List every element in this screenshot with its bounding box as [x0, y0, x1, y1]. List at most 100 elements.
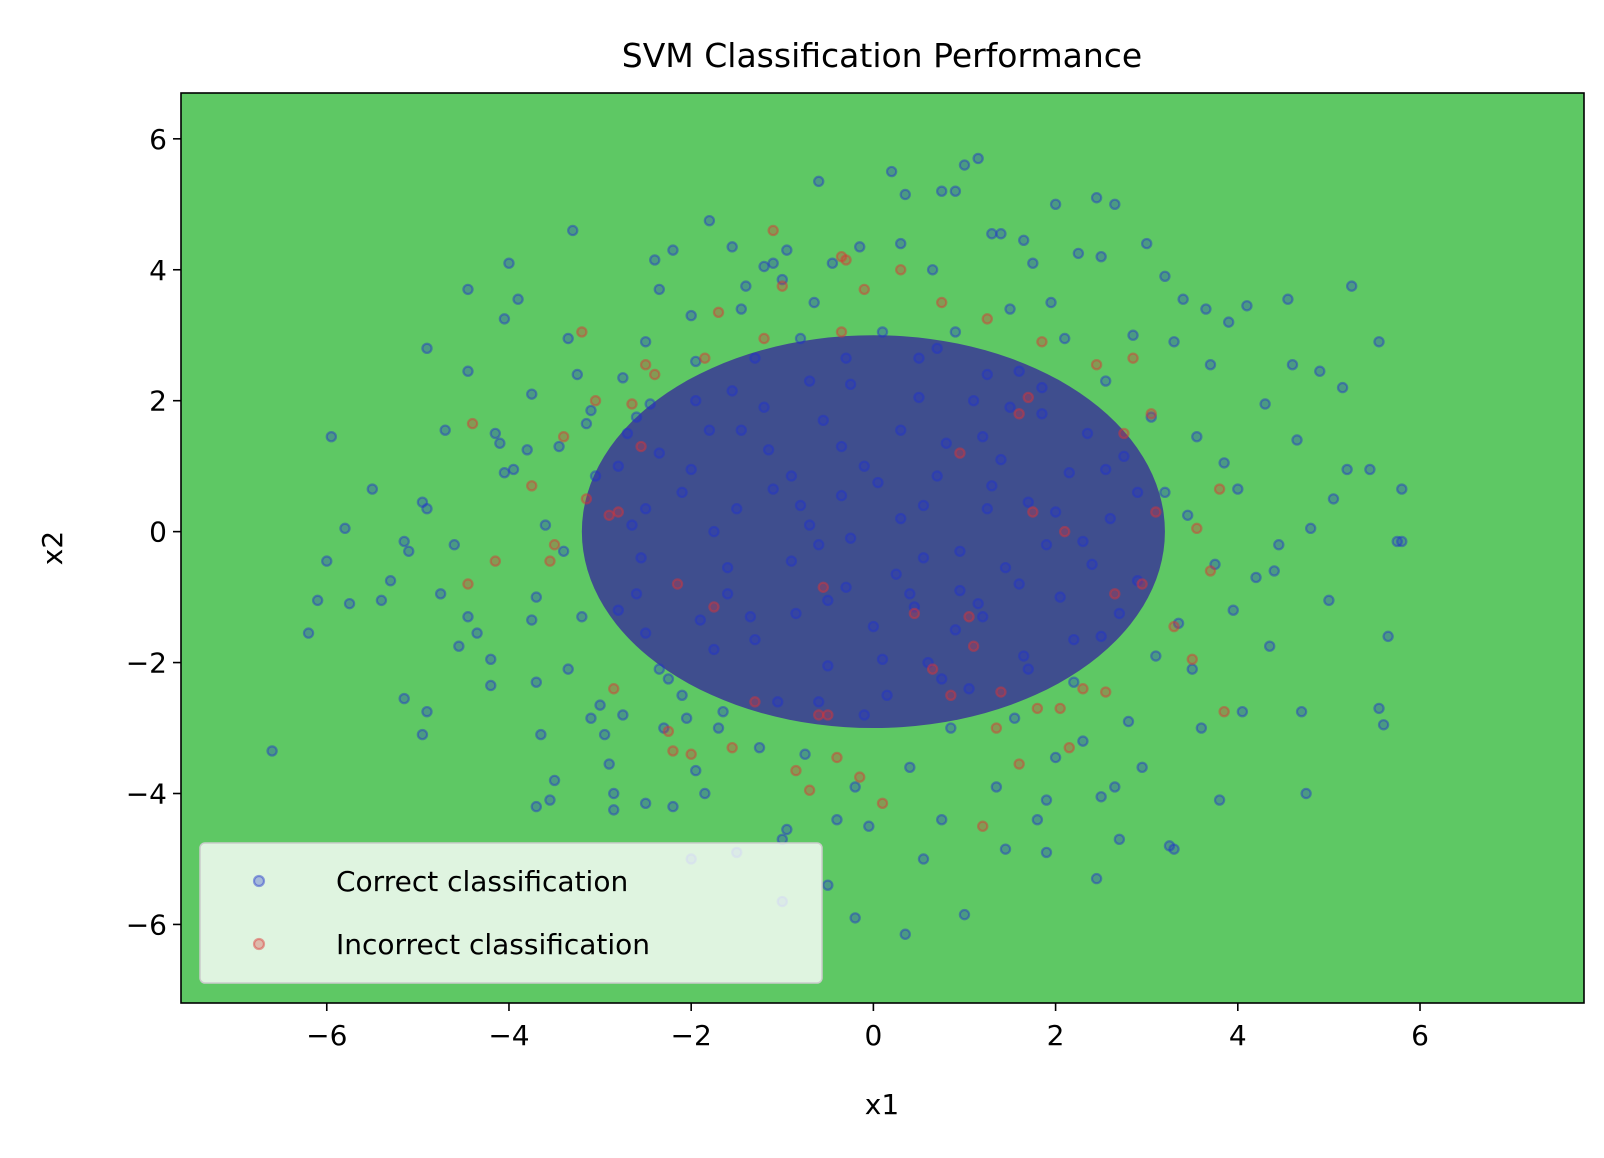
legend-marker-incorrect	[252, 937, 266, 951]
incorrect-point	[1136, 578, 1148, 590]
incorrect-point	[835, 326, 848, 338]
correct-point	[302, 627, 315, 639]
correct-point	[1200, 303, 1212, 315]
correct-point	[762, 444, 775, 456]
incorrect-point	[649, 368, 661, 381]
correct-point	[840, 352, 852, 364]
correct-point	[421, 342, 433, 355]
correct-point	[639, 336, 652, 348]
incorrect-point	[639, 358, 652, 371]
incorrect-point	[466, 417, 479, 430]
correct-point	[1168, 843, 1180, 855]
correct-point	[311, 594, 324, 607]
correct-point	[931, 470, 943, 482]
correct-point	[630, 411, 643, 423]
correct-point	[799, 748, 811, 760]
correct-point	[703, 424, 716, 436]
incorrect-point	[954, 447, 966, 459]
correct-point	[794, 332, 807, 345]
incorrect-point	[667, 745, 679, 757]
correct-point	[840, 581, 852, 593]
incorrect-point	[977, 820, 989, 832]
incorrect-point	[1059, 525, 1071, 538]
correct-point	[398, 535, 410, 548]
correct-point	[576, 611, 588, 623]
correct-point	[1013, 578, 1025, 590]
incorrect-point	[835, 250, 848, 263]
correct-point	[917, 552, 930, 564]
correct-point	[858, 460, 870, 472]
correct-point	[813, 175, 825, 188]
correct-point	[562, 663, 574, 675]
correct-point	[630, 588, 643, 600]
correct-point	[826, 257, 839, 269]
correct-point	[325, 431, 338, 443]
correct-point	[972, 597, 984, 610]
correct-point	[913, 352, 925, 364]
incorrect-point	[926, 663, 939, 675]
correct-point	[895, 424, 907, 436]
incorrect-point	[635, 440, 647, 453]
correct-point	[617, 372, 629, 384]
y-tick-label: −6	[126, 908, 167, 941]
correct-point	[658, 722, 670, 734]
correct-point	[644, 398, 656, 410]
incorrect-point	[817, 581, 829, 593]
incorrect-point	[726, 741, 738, 754]
correct-point	[1336, 381, 1349, 394]
correct-point	[1373, 336, 1385, 348]
y-axis-ticks: −6 −4 −2 0 2 4 6	[126, 123, 181, 941]
correct-point	[749, 352, 761, 364]
correct-point	[608, 804, 620, 816]
correct-point	[1159, 270, 1171, 283]
correct-point	[571, 368, 584, 381]
incorrect-point	[685, 748, 697, 760]
correct-point	[453, 640, 465, 652]
correct-point	[776, 273, 788, 286]
incorrect-point	[1168, 620, 1180, 633]
incorrect-point	[831, 751, 843, 764]
correct-point	[890, 568, 902, 580]
correct-point	[703, 214, 716, 227]
correct-point	[1090, 192, 1103, 204]
correct-point	[999, 561, 1012, 574]
correct-point	[1286, 358, 1299, 371]
incorrect-point	[589, 394, 602, 407]
correct-point	[1118, 450, 1130, 463]
correct-point	[803, 375, 816, 387]
incorrect-point	[1027, 506, 1039, 518]
incorrect-point	[840, 254, 852, 266]
correct-point	[767, 483, 779, 495]
correct-point	[471, 627, 483, 639]
correct-point	[1263, 640, 1276, 652]
incorrect-point	[1150, 506, 1162, 518]
correct-point	[740, 280, 752, 292]
incorrect-point	[489, 555, 502, 567]
correct-point	[1141, 237, 1153, 250]
correct-point	[904, 588, 916, 600]
correct-point	[621, 427, 634, 440]
correct-point	[403, 545, 415, 557]
correct-point	[808, 296, 820, 309]
correct-point	[580, 417, 593, 430]
correct-point	[1049, 506, 1062, 518]
correct-point	[945, 722, 957, 734]
incorrect-point	[671, 578, 684, 590]
correct-point	[772, 696, 784, 708]
correct-point	[662, 673, 675, 685]
correct-point	[986, 228, 998, 240]
correct-point	[1341, 463, 1353, 476]
correct-point	[448, 539, 461, 551]
correct-point	[1018, 234, 1030, 247]
correct-point	[1195, 722, 1208, 734]
correct-point	[867, 620, 880, 633]
correct-point	[817, 414, 829, 427]
correct-point	[680, 712, 693, 724]
correct-point	[439, 424, 451, 436]
correct-point	[1345, 280, 1358, 292]
correct-point	[1004, 303, 1016, 315]
incorrect-point	[612, 506, 624, 518]
incorrect-point	[908, 607, 921, 620]
x-tick-label: 4	[1229, 1019, 1247, 1052]
incorrect-point	[895, 264, 907, 276]
